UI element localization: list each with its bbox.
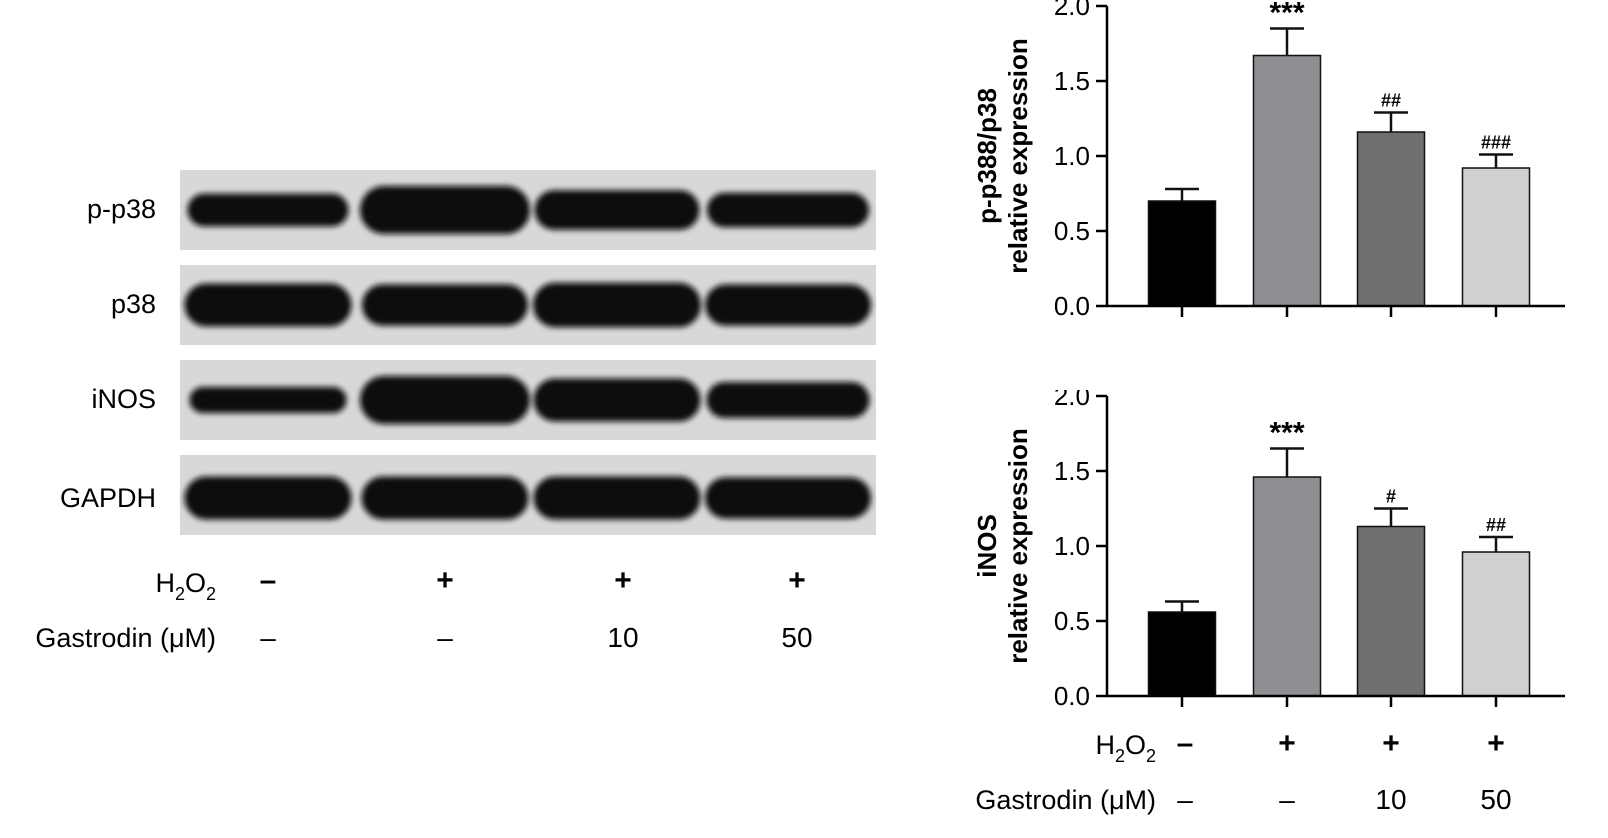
bars: ***### — [1147, 417, 1531, 697]
blot-row-label: p-p38 — [87, 194, 156, 224]
condition-value: – — [1279, 784, 1295, 815]
y-tick-label: 0.5 — [1054, 606, 1090, 636]
condition-value: – — [437, 622, 453, 653]
blot-row-p38: p38 — [111, 265, 876, 345]
condition-value: 10 — [1375, 784, 1406, 815]
blot-band — [705, 284, 871, 326]
condition-value: – — [1177, 727, 1194, 760]
blot-band — [534, 190, 700, 230]
blot-band — [705, 477, 871, 519]
blot-band — [184, 476, 352, 520]
blot-row-label: GAPDH — [60, 483, 156, 513]
y-tick-label: 1.0 — [1054, 141, 1090, 171]
y-axis-title-line2: relative expression — [1003, 428, 1033, 664]
condition-value: 50 — [1480, 784, 1511, 815]
bar — [1356, 131, 1426, 307]
blot-condition-h2o2: H2O2 – + + + — [155, 564, 805, 604]
y-axis-title-line2: relative expression — [1003, 38, 1033, 274]
y-tick-label: 0.0 — [1054, 681, 1090, 711]
y-tick-label: 1.5 — [1054, 66, 1090, 96]
condition-value: + — [436, 564, 454, 597]
chart-condition-h2o2: H2O2 – + + + — [1095, 727, 1504, 766]
condition-value: + — [1382, 727, 1400, 760]
western-blot-panel: p-p38 p38 iNOS GAPDH H2O2 – + + + Gastro… — [35, 170, 876, 653]
blot-bands — [184, 282, 871, 328]
condition-value: – — [1177, 784, 1193, 815]
significance-label: # — [1386, 487, 1396, 507]
h2o2-label: H2O2 — [155, 568, 216, 604]
y-tick-label: 1.0 — [1054, 531, 1090, 561]
y-tick-label: 2.0 — [1054, 390, 1090, 411]
significance-label: ## — [1486, 515, 1506, 535]
condition-value: – — [260, 622, 276, 653]
y-axis-ticks: 0.0 0.5 1.0 1.5 2.0 — [1054, 390, 1498, 711]
condition-value: + — [1278, 727, 1296, 760]
gastrodin-label: Gastrodin (μM) — [35, 623, 216, 653]
condition-value: 50 — [781, 622, 812, 653]
y-axis-title-line1: p-p388/p38 — [972, 88, 1002, 224]
blot-band — [184, 283, 352, 327]
gastrodin-label: Gastrodin (μM) — [975, 785, 1156, 815]
condition-value: + — [788, 564, 806, 597]
bars: ***##### — [1147, 0, 1531, 307]
bar — [1147, 611, 1217, 697]
y-axis-ticks: 0.0 0.5 1.0 1.5 2.0 — [1054, 0, 1498, 321]
bar — [1252, 476, 1322, 697]
blot-row-label: iNOS — [91, 384, 156, 414]
bar — [1461, 167, 1531, 307]
y-tick-label: 1.5 — [1054, 456, 1090, 486]
blot-band — [187, 193, 349, 227]
blot-bands — [184, 476, 871, 520]
blot-band — [361, 476, 529, 520]
blot-row-gapdh: GAPDH — [60, 455, 876, 535]
significance-label: *** — [1269, 0, 1304, 30]
blot-row-inos: iNOS — [91, 360, 876, 440]
blot-band — [189, 387, 347, 413]
condition-value: + — [614, 564, 632, 597]
bar — [1461, 551, 1531, 697]
blot-bands — [189, 376, 870, 424]
blot-band — [707, 192, 869, 228]
significance-label: *** — [1269, 417, 1304, 450]
significance-label: ### — [1481, 133, 1511, 153]
bar — [1252, 54, 1322, 307]
blot-row-label: p38 — [111, 289, 156, 319]
y-tick-label: 0.0 — [1054, 291, 1090, 321]
condition-value: – — [260, 564, 277, 597]
blot-band — [533, 282, 701, 328]
blot-condition-gastrodin: Gastrodin (μM) – – 10 50 — [35, 622, 812, 653]
blot-band — [533, 476, 701, 520]
y-axis-title: p-p388/p38 relative expression — [972, 38, 1033, 274]
blot-row-p-p38: p-p38 — [87, 170, 876, 250]
y-tick-label: 2.0 — [1054, 0, 1090, 21]
bar — [1356, 525, 1426, 697]
blot-band — [360, 186, 530, 234]
y-axis-title-line1: iNOS — [972, 514, 1002, 578]
condition-value: 10 — [607, 622, 638, 653]
bar-chart-inos: iNOS relative expression 0.0 0.5 1.0 1.5 2.0… — [972, 390, 1565, 815]
blot-bands — [187, 186, 869, 234]
y-tick-label: 0.5 — [1054, 216, 1090, 246]
blot-band — [533, 378, 701, 422]
chart-condition-gastrodin: Gastrodin (μM) – – 10 50 — [975, 784, 1511, 815]
blot-band — [706, 381, 870, 419]
blot-band — [362, 284, 528, 326]
blot-band — [360, 376, 530, 424]
condition-value: + — [1487, 727, 1505, 760]
y-axis-title: iNOS relative expression — [972, 428, 1033, 664]
h2o2-label: H2O2 — [1095, 730, 1156, 766]
significance-label: ## — [1381, 91, 1401, 111]
bar — [1147, 200, 1217, 307]
bar-chart-p-p38: p-p388/p38 relative expression 0.0 0.5 1.0… — [972, 0, 1565, 321]
